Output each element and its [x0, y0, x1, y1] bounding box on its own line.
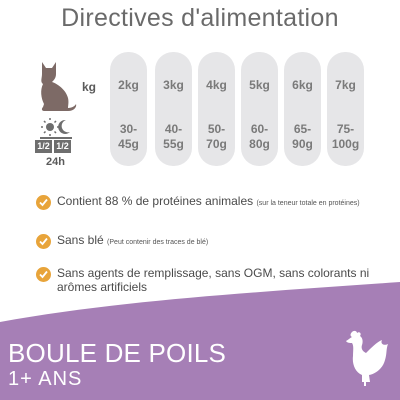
- check-icon: [36, 267, 51, 282]
- feature-text: Sans agents de remplissage, sans OGM, sa…: [57, 266, 370, 294]
- portion-halves: 1/2 1/2: [35, 140, 71, 153]
- feeding-column: 2kg 30- 45g: [110, 52, 147, 166]
- sun-moon-icon: [40, 118, 72, 139]
- weight-value: 7kg: [335, 78, 356, 92]
- feature-item: Sans agents de remplissage, sans OGM, sa…: [36, 266, 387, 294]
- portion-half: 1/2: [54, 140, 71, 153]
- feeding-column: 3kg 40- 55g: [155, 52, 192, 166]
- product-age: 1+ ANS: [8, 368, 83, 390]
- feature-note: (sur la teneur totale en protéines): [256, 200, 360, 207]
- grams-value: 30- 45g: [118, 122, 139, 151]
- chicken-icon: [346, 330, 388, 386]
- weight-value: 5kg: [249, 78, 270, 92]
- weight-value: 4kg: [206, 78, 227, 92]
- grams-value: 60- 80g: [249, 122, 270, 151]
- weight-label: kg: [82, 80, 97, 94]
- product-name: BOULE DE POILS: [8, 338, 227, 368]
- period-label: 24h: [46, 156, 65, 168]
- feeding-column: 6kg 65- 90g: [284, 52, 321, 166]
- feeding-column: 7kg 75- 100g: [327, 52, 364, 166]
- portion-half: 1/2: [35, 140, 52, 153]
- feeding-column: 4kg 50- 70g: [198, 52, 235, 166]
- page-title: Directives d'alimentation: [61, 4, 339, 32]
- feature-text: Contient 88 % de protéines animales (sur…: [57, 194, 360, 208]
- grams-value: 65- 90g: [292, 122, 313, 151]
- feature-item: Contient 88 % de protéines animales (sur…: [36, 194, 387, 211]
- grams-value: 50- 70g: [206, 122, 227, 151]
- feature-text: Sans blé (Peut contenir des traces de bl…: [57, 233, 209, 247]
- feature-item: Sans blé (Peut contenir des traces de bl…: [36, 233, 387, 250]
- check-icon: [36, 195, 51, 210]
- grams-value: 40- 55g: [163, 122, 184, 151]
- check-icon: [36, 234, 51, 249]
- cat-icon: [41, 62, 77, 111]
- weight-value: 2kg: [118, 78, 139, 92]
- weight-value: 3kg: [163, 78, 184, 92]
- feeding-column: 5kg 60- 80g: [241, 52, 278, 166]
- feature-note: (Peut contenir des traces de blé): [107, 239, 209, 246]
- grams-value: 75- 100g: [331, 122, 360, 151]
- weight-value: 6kg: [292, 78, 313, 92]
